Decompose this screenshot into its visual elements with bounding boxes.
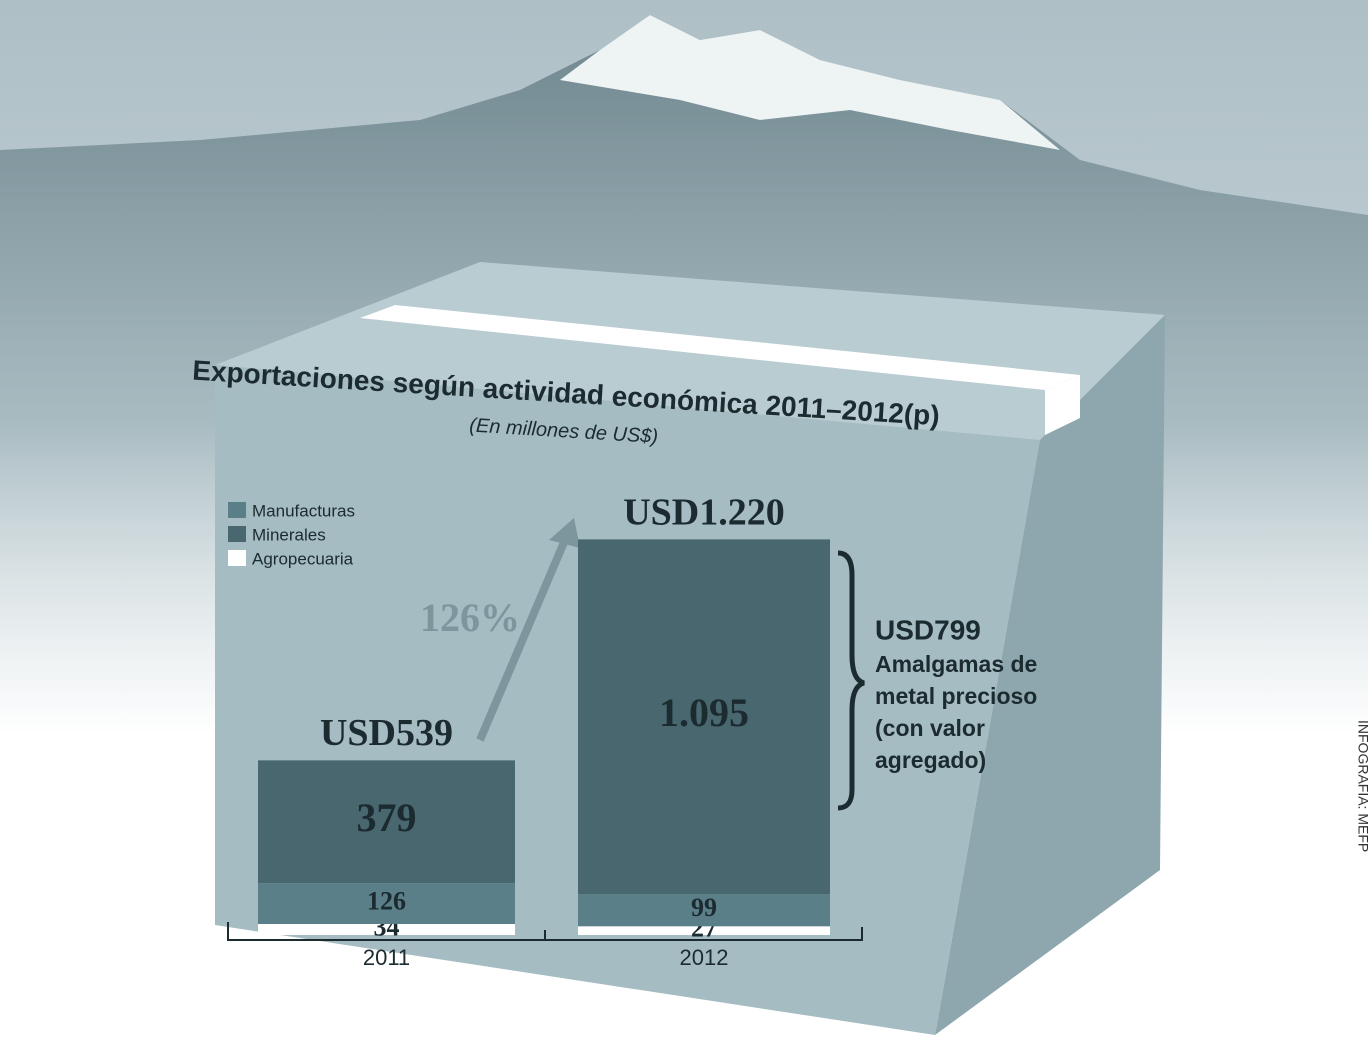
legend-label: Minerales <box>252 525 326 544</box>
highlight-value: USD799 <box>875 614 981 645</box>
legend-label: Manufacturas <box>252 501 355 520</box>
x-tick-label: 2011 <box>363 945 410 970</box>
highlight-line: Amalgamas de <box>875 651 1037 677</box>
bar-segment <box>578 894 830 927</box>
highlight-line: agregado) <box>875 747 986 773</box>
legend-swatch <box>228 550 246 566</box>
value-label: 379 <box>357 795 417 840</box>
growth-label: 126% <box>420 595 520 640</box>
total-label: USD1.220 <box>623 491 785 533</box>
total-label: USD539 <box>320 712 453 754</box>
snow <box>560 15 1060 150</box>
legend-swatch <box>228 502 246 518</box>
legend-label: Agropecuaria <box>252 549 354 568</box>
legend-swatch <box>228 526 246 542</box>
growth-arrow-head <box>549 518 580 548</box>
bar-segment <box>258 923 515 935</box>
value-label: 126 <box>367 887 406 916</box>
value-label: 99 <box>691 893 717 922</box>
bar-segment <box>258 760 515 884</box>
growth-arrow <box>476 538 569 742</box>
x-tick-label: 2012 <box>680 945 729 970</box>
tape <box>360 305 1080 390</box>
bar-segment <box>578 539 830 895</box>
highlight-line: (con valor <box>875 715 985 741</box>
brace <box>837 550 865 811</box>
box-side <box>935 315 1165 1035</box>
bar-segment <box>578 926 830 935</box>
source: INFOGRAFÍA: MEFP <box>1355 720 1368 852</box>
highlight-line: metal precioso <box>875 683 1037 709</box>
bar-segment <box>258 883 515 924</box>
value-label: 1.095 <box>659 690 749 735</box>
tape-side <box>1045 375 1080 435</box>
